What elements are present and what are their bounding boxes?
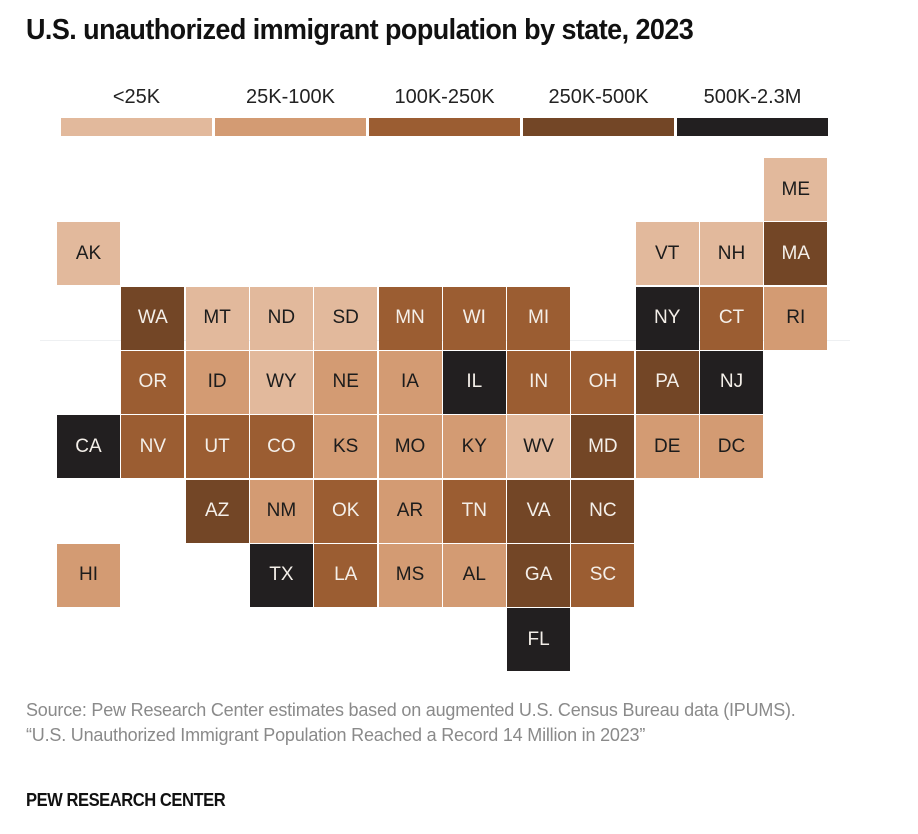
state-tile-wv: WV xyxy=(507,415,571,479)
state-tile-nd: ND xyxy=(249,286,313,350)
state-tile-oh: OH xyxy=(571,350,635,414)
state-tile-va: VA xyxy=(507,479,571,543)
legend-item: 25K-100K xyxy=(215,86,366,138)
state-tile-fl: FL xyxy=(507,608,571,672)
state-tile-dc: DC xyxy=(700,415,763,479)
state-tile-id: ID xyxy=(185,350,249,414)
legend-item: <25K xyxy=(61,86,212,138)
state-tile-ar: AR xyxy=(378,479,442,543)
source-line: Source: Pew Research Center estimates ba… xyxy=(26,700,796,720)
legend: <25K 25K-100K 100K-250K 250K-500K 500K-2… xyxy=(61,86,829,138)
state-tile-ga: GA xyxy=(507,543,571,607)
legend-label: 500K-2.3M xyxy=(703,86,802,108)
state-tile-az: AZ xyxy=(185,479,249,543)
legend-swatch xyxy=(369,118,520,136)
state-tile-wa: WA xyxy=(121,286,185,350)
state-tile-ri: RI xyxy=(764,286,828,350)
tile-grid-map: ME AK VT NH MA WA MT ND SD MN WI MI NY CT RI OR ID WY NE IA… xyxy=(57,158,828,672)
legend-item: 100K-250K xyxy=(369,86,520,138)
source-note: Source: Pew Research Center estimates ba… xyxy=(26,698,846,748)
state-tile-me: ME xyxy=(764,158,828,221)
state-tile-in: IN xyxy=(507,350,571,414)
state-tile-de: DE xyxy=(635,415,699,479)
state-tile-nj: NJ xyxy=(700,350,763,414)
state-tile-ak: AK xyxy=(57,222,120,286)
state-tile-nv: NV xyxy=(121,415,185,479)
state-tile-or: OR xyxy=(121,350,185,414)
state-tile-ny: NY xyxy=(635,286,699,350)
state-tile-ms: MS xyxy=(378,543,442,607)
state-tile-la: LA xyxy=(314,543,378,607)
legend-swatch xyxy=(523,118,674,136)
state-tile-ok: OK xyxy=(314,479,378,543)
legend-swatch xyxy=(677,118,828,136)
state-tile-nc: NC xyxy=(571,479,635,543)
legend-swatch xyxy=(215,118,366,136)
brand-logo: PEW RESEARCH CENTER xyxy=(26,790,226,810)
state-tile-mi: MI xyxy=(507,286,571,350)
report-title: “U.S. Unauthorized Immigrant Population … xyxy=(26,725,646,745)
legend-item: 500K-2.3M xyxy=(677,86,828,138)
legend-label: <25K xyxy=(112,86,161,108)
state-tile-ia: IA xyxy=(378,350,442,414)
state-tile-ky: KY xyxy=(442,415,506,479)
state-tile-mt: MT xyxy=(185,286,249,350)
state-tile-tn: TN xyxy=(442,479,506,543)
state-tile-md: MD xyxy=(571,415,635,479)
state-tile-ut: UT xyxy=(185,415,249,479)
legend-label: 250K-500K xyxy=(548,86,649,108)
state-tile-ca: CA xyxy=(57,415,120,479)
state-tile-ne: NE xyxy=(314,350,378,414)
state-tile-il: IL xyxy=(442,350,506,414)
state-tile-mn: MN xyxy=(378,286,442,350)
state-tile-wy: WY xyxy=(249,350,313,414)
state-tile-ct: CT xyxy=(700,286,763,350)
state-tile-sc: SC xyxy=(571,543,635,607)
state-tile-hi: HI xyxy=(57,543,120,607)
state-tile-nm: NM xyxy=(249,479,313,543)
legend-swatch xyxy=(61,118,212,136)
state-tile-ks: KS xyxy=(314,415,378,479)
state-tile-ma: MA xyxy=(764,222,828,286)
state-tile-mo: MO xyxy=(378,415,442,479)
legend-item: 250K-500K xyxy=(523,86,674,138)
chart-title: U.S. unauthorized immigrant population b… xyxy=(26,14,694,46)
state-tile-pa: PA xyxy=(635,350,699,414)
state-tile-vt: VT xyxy=(635,222,699,286)
state-tile-al: AL xyxy=(442,543,506,607)
state-tile-wi: WI xyxy=(442,286,506,350)
legend-label: 25K-100K xyxy=(246,86,335,108)
state-tile-nh: NH xyxy=(700,222,763,286)
legend-label: 100K-250K xyxy=(394,86,495,108)
state-tile-tx: TX xyxy=(249,543,313,607)
state-tile-co: CO xyxy=(249,415,313,479)
state-tile-sd: SD xyxy=(314,286,378,350)
